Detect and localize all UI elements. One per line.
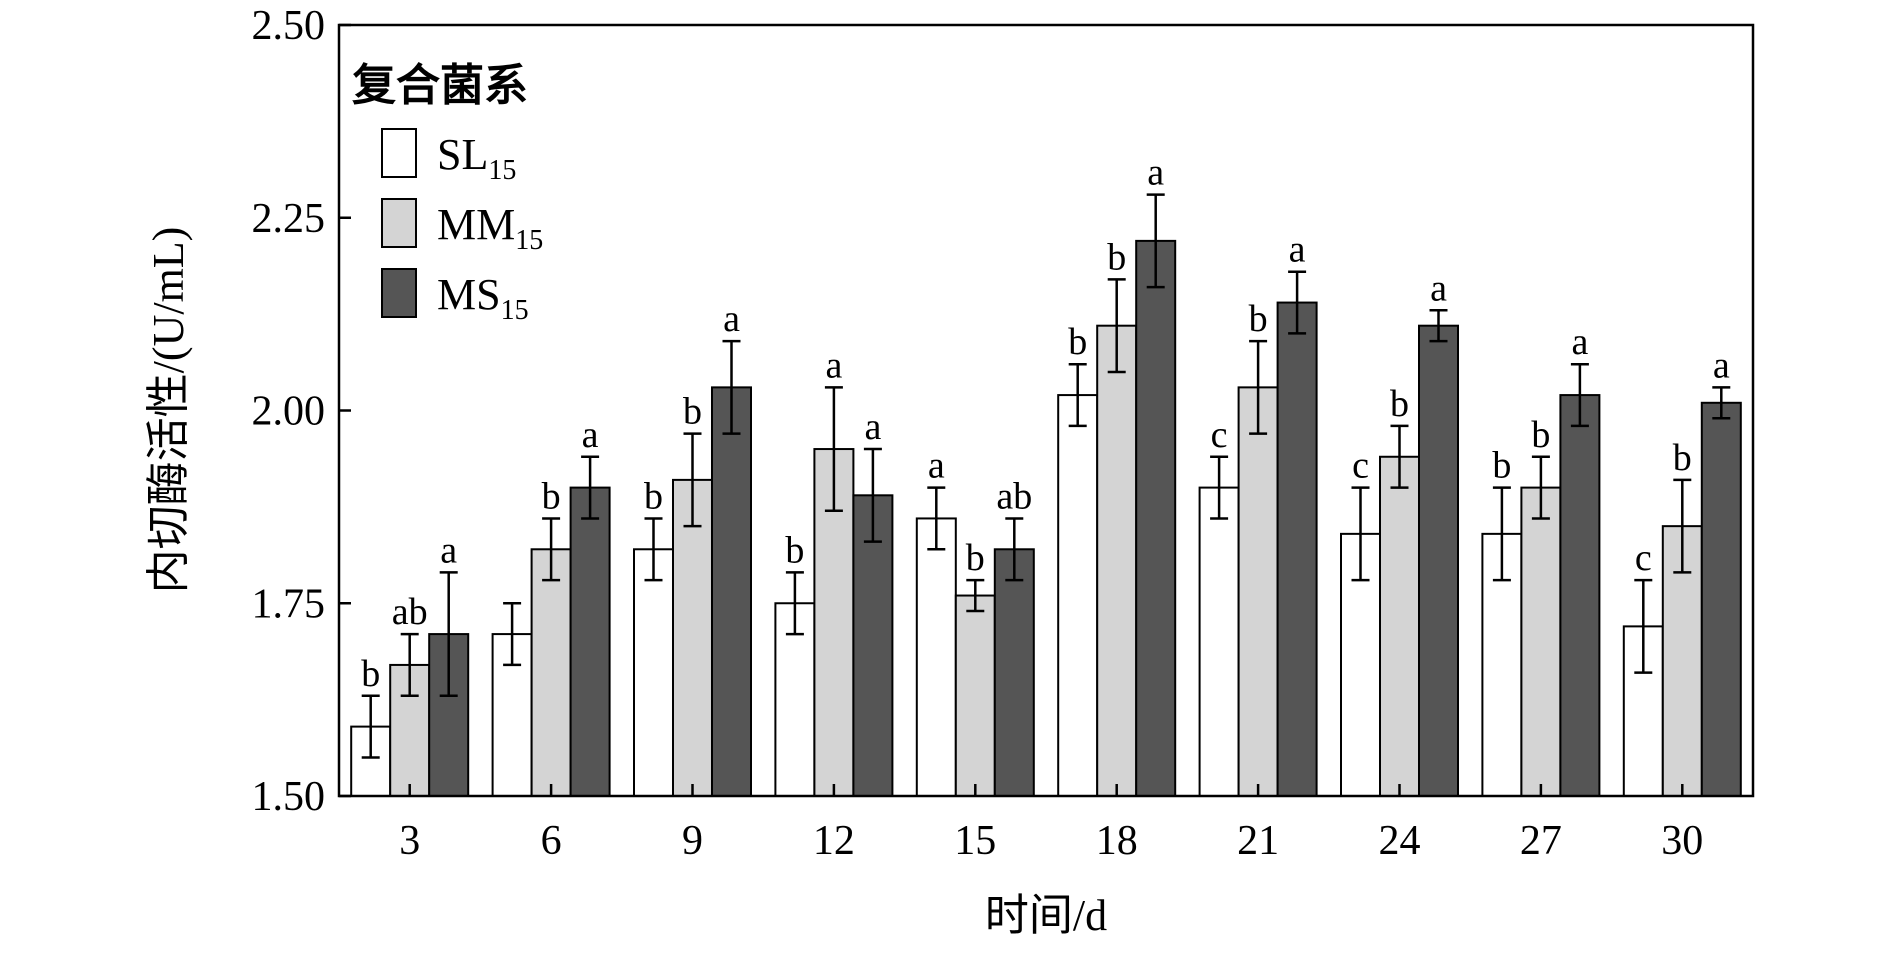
legend-entry: SL15: [381, 128, 516, 186]
significance-letter: a: [928, 445, 945, 487]
significance-letter: b: [1068, 321, 1087, 363]
bar: [915, 517, 957, 797]
significance-letter: a: [1713, 344, 1730, 386]
significance-letter: a: [723, 298, 740, 340]
x-tick-label: 18: [1096, 818, 1138, 864]
significance-letter: b: [644, 475, 663, 517]
significance-letter: b: [1673, 437, 1692, 479]
y-tick-label: 2.25: [252, 196, 326, 242]
significance-letter: b: [1390, 383, 1409, 425]
legend-swatch: [381, 198, 417, 248]
bar: [1379, 455, 1420, 797]
bar: [569, 486, 611, 797]
bar: [1057, 394, 1099, 797]
legend: 复合菌系 SL15 MM15 MS15: [352, 61, 543, 326]
significance-letter: a: [1430, 267, 1447, 309]
significance-letter: b: [1492, 445, 1511, 487]
y-tick-label: 1.50: [252, 774, 326, 820]
significance-letter: b: [1249, 298, 1268, 340]
significance-letter: ab: [392, 591, 428, 633]
significance-letter: c: [1352, 445, 1369, 487]
significance-letter: b: [361, 653, 380, 695]
bar: [1520, 486, 1562, 797]
x-tick-label: 9: [682, 818, 703, 864]
significance-letter: a: [1571, 321, 1588, 363]
y-axis-label: 内切酶活性/(U/mL): [144, 227, 193, 594]
significance-letter: b: [785, 529, 804, 571]
legend-entries: SL15 MM15 MS15: [381, 128, 543, 326]
bar: [954, 594, 996, 797]
bar: [1559, 394, 1601, 797]
significance-letter: b: [683, 391, 702, 433]
y-tick-label: 2.00: [252, 389, 326, 435]
x-tick-label: 6: [541, 818, 562, 864]
y-tick-label: 2.50: [252, 3, 326, 49]
bar: [530, 548, 572, 798]
bar: [1276, 301, 1318, 797]
legend-label: MM15: [437, 200, 543, 256]
bar: [1135, 239, 1177, 797]
y-axis: 1.50 1.75 2.00 2.25 2.50: [252, 3, 351, 820]
x-tick-label: 12: [813, 818, 855, 864]
x-tick-label: 24: [1379, 818, 1421, 864]
x-tick-label: 30: [1661, 818, 1703, 864]
significance-letter: a: [1147, 152, 1164, 194]
bar: [633, 548, 674, 798]
bar: [1418, 324, 1459, 797]
significance-letter: c: [1211, 414, 1228, 456]
significance-letter: ab: [996, 475, 1032, 517]
legend-label: MS15: [437, 270, 529, 326]
legend-swatch: [381, 128, 417, 178]
significance-letter: b: [1107, 236, 1126, 278]
significance-letter: a: [1289, 229, 1306, 271]
x-axis: 3 6 9 12 15 18 21 24 27 30: [399, 784, 1703, 864]
significance-letter: b: [966, 537, 985, 579]
y-tick-label: 1.75: [252, 581, 326, 627]
significance-letter: c: [1635, 537, 1652, 579]
significance-letter: a: [440, 529, 457, 571]
legend-title: 复合菌系: [352, 61, 528, 110]
legend-swatch: [381, 268, 417, 318]
significance-letter: a: [582, 414, 599, 456]
bar: [1198, 486, 1240, 797]
significance-letter: b: [542, 475, 561, 517]
bar: [711, 386, 752, 797]
bar: [993, 548, 1035, 798]
x-axis-label: 时间/d: [985, 891, 1107, 940]
significance-letter: b: [1531, 414, 1550, 456]
bar: [852, 494, 894, 797]
legend-label: SL15: [437, 130, 516, 186]
x-tick-label: 15: [954, 818, 996, 864]
error-bars-layer: [361, 193, 1731, 759]
x-tick-label: 21: [1237, 818, 1279, 864]
significance-letter: a: [825, 344, 842, 386]
bar: [1237, 386, 1279, 797]
bar: [1096, 324, 1138, 797]
x-tick-label: 3: [399, 818, 420, 864]
legend-entry: MS15: [381, 268, 529, 326]
x-tick-label: 27: [1520, 818, 1562, 864]
significance-letter: a: [864, 406, 881, 448]
legend-entry: MM15: [381, 198, 543, 256]
bar: [1700, 401, 1742, 797]
